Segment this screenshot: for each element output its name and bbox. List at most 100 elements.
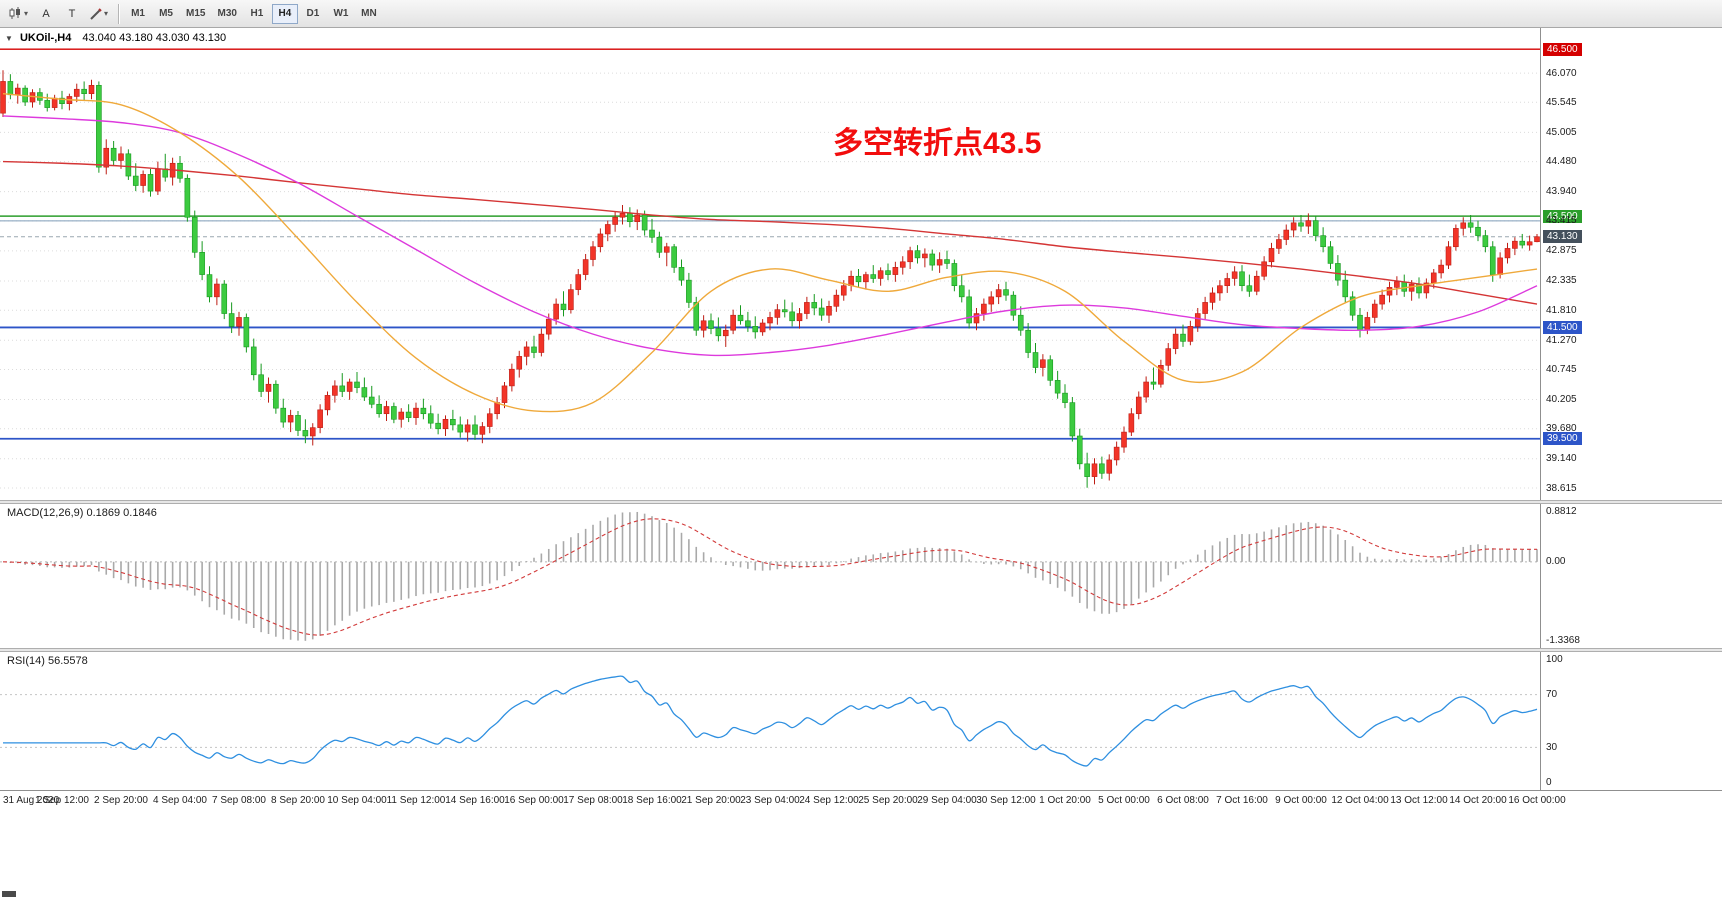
time-axis-label: 6 Oct 08:00 bbox=[1157, 795, 1209, 806]
symbol-period-label: UKOil-,H4 bbox=[19, 32, 72, 44]
rsi-line bbox=[3, 675, 1538, 767]
time-axis-label: 16 Oct 00:00 bbox=[1508, 795, 1566, 806]
chevron-down-icon: ▾ bbox=[24, 9, 29, 18]
timeframe-button-h4[interactable]: H4 bbox=[271, 3, 298, 24]
crosshair-tool-button[interactable]: T bbox=[60, 3, 84, 25]
price-axis-label: 41.810 bbox=[1546, 304, 1577, 316]
rsi-chart[interactable] bbox=[0, 652, 1540, 790]
price-axis-label: 45.005 bbox=[1546, 126, 1577, 138]
ma-fast-orange bbox=[2, 92, 1538, 413]
price-gridlines bbox=[0, 72, 1540, 489]
candlestick-series bbox=[0, 70, 1540, 488]
time-axis-label: 12 Oct 04:00 bbox=[1331, 795, 1389, 806]
chart-annotation-text: 多空转折点43.5 bbox=[833, 127, 1042, 160]
macd-signal-line bbox=[2, 518, 1538, 636]
price-axis-label: 44.480 bbox=[1546, 156, 1577, 168]
price-level-badge: 43.130 bbox=[1543, 230, 1582, 244]
price-axis-label: 42.335 bbox=[1546, 275, 1577, 287]
price-axis-label: 40.745 bbox=[1546, 363, 1577, 375]
time-axis-label: 24 Sep 12:00 bbox=[799, 795, 859, 806]
price-axis-label: 42.875 bbox=[1546, 245, 1577, 257]
macd-panel: MACD(12,26,9) 0.1869 0.1846 0.8812 0.00 -1… bbox=[0, 504, 1722, 648]
price-level-badge: 41.500 bbox=[1543, 320, 1582, 334]
macd-histogram bbox=[9, 511, 1538, 641]
time-axis-label: 31 Aug 2020 bbox=[3, 795, 60, 806]
price-axis-label: 39.140 bbox=[1546, 453, 1577, 465]
timeframe-button-d1[interactable]: D1 bbox=[300, 4, 326, 24]
timeframe-button-m1[interactable]: M1 bbox=[125, 4, 151, 24]
time-axis: 31 Aug 2020 1 Sep 12:00 2 Sep 20:00 4 Sep 0… bbox=[0, 790, 1722, 812]
time-axis-label: 1 Sep 12:00 bbox=[35, 795, 89, 806]
time-axis-label: 1 Oct 20:00 bbox=[1039, 795, 1091, 806]
time-axis-label: 7 Sep 08:00 bbox=[212, 795, 266, 806]
price-axis-label: 43.940 bbox=[1546, 186, 1577, 198]
timeframe-button-h1[interactable]: H1 bbox=[244, 4, 270, 24]
time-axis-label: 23 Sep 04:00 bbox=[740, 795, 800, 806]
ohlc-readout: 43.040 43.180 43.030 43.130 bbox=[82, 32, 227, 44]
time-axis-label: 21 Sep 20:00 bbox=[681, 795, 741, 806]
price-level-badge: 43.500 bbox=[1543, 209, 1582, 223]
timeframe-button-m15[interactable]: M15 bbox=[181, 4, 210, 24]
chevron-down-icon: ▾ bbox=[104, 9, 109, 18]
time-axis-label: 7 Oct 16:00 bbox=[1216, 795, 1268, 806]
timeframe-button-m5[interactable]: M5 bbox=[153, 4, 179, 24]
time-axis-label: 30 Sep 12:00 bbox=[976, 795, 1036, 806]
time-axis-label: 2 Sep 20:00 bbox=[94, 795, 148, 806]
time-axis-label: 25 Sep 20:00 bbox=[858, 795, 918, 806]
time-axis-label: 11 Sep 12:00 bbox=[386, 795, 446, 806]
draw-tool-button[interactable]: ▾ bbox=[86, 3, 112, 25]
chart-type-button[interactable]: ▾ bbox=[5, 3, 32, 25]
timeframe-group: M1 M5 M15 M30 H1 H4 D1 W1 MN bbox=[124, 3, 383, 24]
time-axis-label: 5 Oct 00:00 bbox=[1098, 795, 1150, 806]
ma-medium-magenta bbox=[2, 115, 1538, 357]
macd-chart[interactable] bbox=[0, 504, 1540, 648]
horizontal-level-lines[interactable] bbox=[0, 48, 1540, 440]
time-axis-label: 10 Sep 04:00 bbox=[327, 795, 387, 806]
price-level-badge: 46.500 bbox=[1543, 42, 1582, 56]
price-axis-label: 40.205 bbox=[1546, 394, 1577, 406]
price-axis[interactable]: 46.500 46.070 45.545 45.005 44.480 43.940 43.5… bbox=[1540, 28, 1722, 500]
time-axis-label: 14 Sep 16:00 bbox=[445, 795, 505, 806]
price-axis-label: 39.680 bbox=[1546, 423, 1577, 435]
rsi-label: RSI(14) 56.5578 bbox=[7, 655, 88, 667]
horizontal-scrollbar-thumb[interactable] bbox=[2, 891, 16, 897]
rsi-panel: RSI(14) 56.5578 100 70 30 0 bbox=[0, 652, 1722, 790]
macd-axis-label: 0.8812 bbox=[1546, 506, 1577, 517]
timeframe-button-w1[interactable]: W1 bbox=[328, 4, 354, 24]
macd-label: MACD(12,26,9) 0.1869 0.1846 bbox=[7, 507, 157, 519]
time-axis-label: 18 Sep 16:00 bbox=[622, 795, 682, 806]
candles-icon bbox=[9, 7, 20, 19]
time-axis-label: 17 Sep 08:00 bbox=[563, 795, 623, 806]
price-chart[interactable] bbox=[0, 28, 1540, 500]
panel-splitter[interactable] bbox=[0, 648, 1722, 652]
macd-axis-label: -1.3368 bbox=[1546, 635, 1580, 646]
rsi-axis-label: 30 bbox=[1546, 741, 1558, 753]
price-level-badge: 39.500 bbox=[1543, 432, 1582, 446]
toolbar-separator bbox=[118, 3, 120, 24]
price-axis-label: 46.070 bbox=[1546, 67, 1577, 79]
ma-slow-red bbox=[2, 160, 1538, 305]
toolbar: ▾ A T ▾ M1 M5 M15 M30 H1 H4 D1 W1 MN bbox=[0, 0, 1722, 28]
time-axis-label: 9 Oct 00:00 bbox=[1275, 795, 1327, 806]
rsi-axis-label: 70 bbox=[1546, 689, 1558, 701]
one-click-trading-arrow-icon[interactable]: ▼ bbox=[5, 34, 13, 43]
time-axis-label: 8 Sep 20:00 bbox=[271, 795, 325, 806]
timeframe-button-mn[interactable]: MN bbox=[356, 4, 382, 24]
panel-splitter[interactable] bbox=[0, 500, 1722, 504]
time-axis-label: 16 Sep 00:00 bbox=[504, 795, 564, 806]
time-axis-label: 14 Oct 20:00 bbox=[1449, 795, 1507, 806]
text-tool-button[interactable]: A bbox=[34, 3, 58, 25]
rsi-axis-label: 0 bbox=[1546, 777, 1552, 788]
time-axis-label: 29 Sep 04:00 bbox=[917, 795, 977, 806]
rsi-axis-label: 100 bbox=[1546, 654, 1563, 665]
price-axis-label: 45.545 bbox=[1546, 96, 1577, 108]
macd-axis: 0.8812 0.00 -1.3368 bbox=[1540, 504, 1722, 648]
bottom-area bbox=[0, 812, 1722, 898]
macd-axis-label: 0.00 bbox=[1546, 556, 1566, 568]
price-axis-label: 41.270 bbox=[1546, 334, 1577, 346]
timeframe-button-m30[interactable]: M30 bbox=[212, 4, 241, 24]
chart-title: ▼ UKOil-,H4 43.040 43.180 43.030 43.130 bbox=[5, 32, 226, 44]
price-chart-panel: ▼ UKOil-,H4 43.040 43.180 43.030 43.130 … bbox=[0, 28, 1722, 500]
time-axis-label: 4 Sep 04:00 bbox=[153, 795, 207, 806]
